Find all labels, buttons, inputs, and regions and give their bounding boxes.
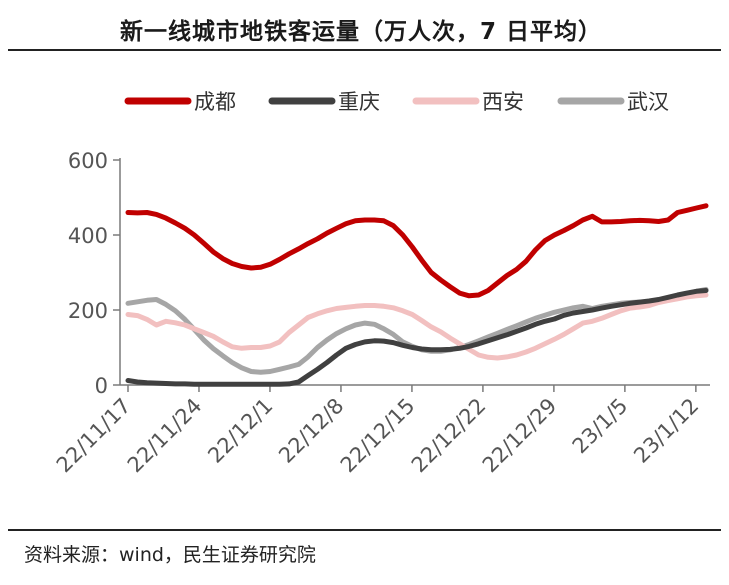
series-lines — [125, 203, 709, 387]
y-tick-label: 400 — [68, 224, 108, 248]
y-axis: 0 200 400 600 — [68, 149, 121, 398]
x-tick-label: 23/1/5 — [568, 394, 633, 459]
legend-label: 成都 — [194, 90, 236, 114]
series-line-武汉 — [125, 286, 709, 375]
series-line-重庆 — [125, 288, 709, 387]
x-tick-label: 22/12/15 — [336, 394, 420, 478]
chart-title: 新一线城市地铁客运量（万人次，7 日平均） — [120, 19, 603, 45]
y-tick-label: 200 — [68, 299, 108, 323]
x-tick-label: 22/11/17 — [52, 394, 136, 478]
legend-label: 西安 — [482, 90, 524, 114]
legend-label: 武汉 — [627, 90, 669, 114]
x-tick-label: 22/12/8 — [274, 394, 348, 468]
top-divider — [8, 49, 721, 51]
x-tick-label: 22/12/1 — [203, 394, 277, 468]
x-tick-label: 23/1/12 — [629, 394, 703, 468]
legend: 成都 重庆 西安 武汉 — [124, 90, 669, 114]
x-tick-label: 22/11/24 — [123, 394, 207, 478]
x-tick-label: 22/12/22 — [407, 394, 491, 478]
bottom-divider — [8, 529, 721, 531]
x-tick-label: 22/12/29 — [478, 394, 562, 478]
series-line-成都 — [125, 203, 709, 299]
y-tick-label: 0 — [95, 374, 108, 398]
source-note: 资料来源：wind，民生证券研究院 — [24, 544, 316, 566]
y-tick-label: 600 — [68, 149, 108, 173]
legend-label: 重庆 — [338, 90, 380, 114]
series-line-西安 — [125, 292, 709, 361]
x-axis: 22/11/1722/11/2422/12/122/12/822/12/1522… — [52, 384, 710, 478]
